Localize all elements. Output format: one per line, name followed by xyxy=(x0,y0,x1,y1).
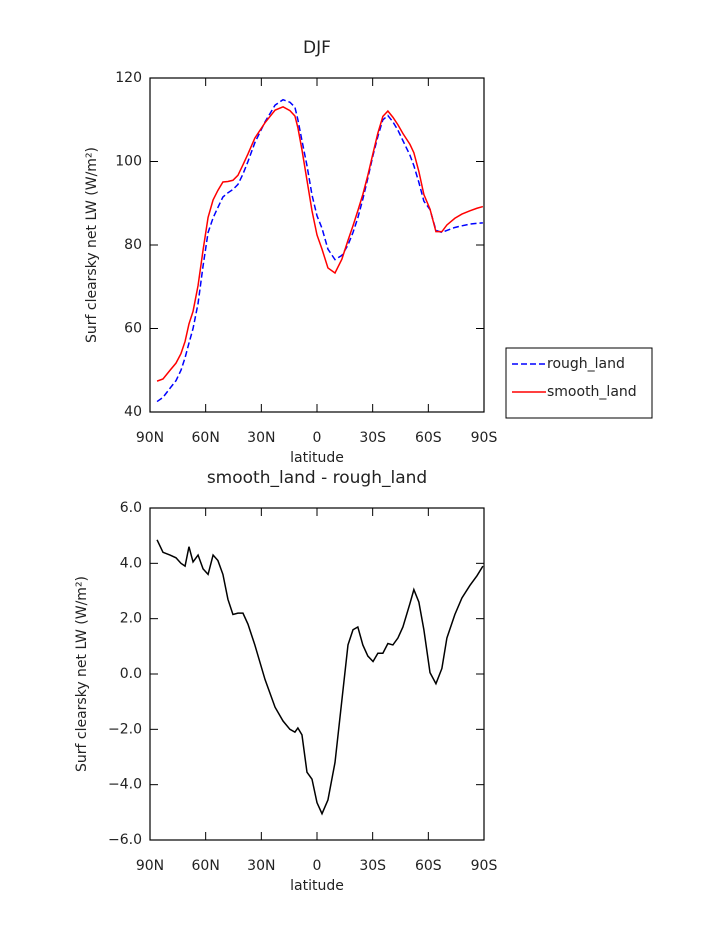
y-axis-label: Surf clearsky net LW (W/m²) xyxy=(84,147,100,343)
data-line xyxy=(156,105,484,382)
y-tick-label: 40 xyxy=(124,404,142,420)
x-tick-label: 0 xyxy=(313,430,322,446)
legend-label: smooth_land xyxy=(547,384,637,400)
chart-title: DJF xyxy=(303,38,331,58)
x-tick-label: 30N xyxy=(247,430,275,446)
plot-frame xyxy=(149,507,485,841)
y-tick-label: −4.0 xyxy=(108,777,142,793)
x-tick-label: 90S xyxy=(471,430,498,446)
x-tick-label: 30S xyxy=(359,430,386,446)
panel: DJF latitude Surf clearsky net LW (W/m²) 90… xyxy=(84,38,653,466)
x-tick-label: 90S xyxy=(471,858,498,874)
legend-label: rough_land xyxy=(547,356,625,372)
x-tick-label: 60N xyxy=(192,858,220,874)
y-tick-label: 4.0 xyxy=(120,555,142,571)
y-tick-label: 120 xyxy=(115,70,142,86)
x-tick-label: 60S xyxy=(415,430,442,446)
x-tick-label: 90N xyxy=(136,430,164,446)
x-tick-label: 30N xyxy=(247,858,275,874)
y-tick-label: 0.0 xyxy=(120,666,142,682)
y-tick-label: −2.0 xyxy=(108,721,142,737)
y-tick-label: 60 xyxy=(124,321,142,337)
data-line xyxy=(156,539,484,816)
plot-frame xyxy=(149,77,485,413)
y-tick-label: 2.0 xyxy=(120,611,142,627)
x-tick-label: 0 xyxy=(313,858,322,874)
data-line xyxy=(156,98,483,403)
y-axis-label: Surf clearsky net LW (W/m²) xyxy=(74,576,90,772)
x-tick-label: 90N xyxy=(136,858,164,874)
x-axis-label: latitude xyxy=(290,450,344,466)
x-tick-label: 30S xyxy=(359,858,386,874)
y-tick-label: 80 xyxy=(124,237,142,253)
chart-title: smooth_land - rough_land xyxy=(207,468,427,488)
legend-box xyxy=(505,347,653,419)
y-tick-label: 100 xyxy=(115,154,142,170)
x-tick-label: 60N xyxy=(192,430,220,446)
y-tick-label: 6.0 xyxy=(120,500,142,516)
x-tick-label: 60S xyxy=(415,858,442,874)
panel: smooth_land - rough_land latitude Surf cle… xyxy=(74,468,497,894)
y-tick-label: −6.0 xyxy=(108,832,142,848)
x-axis-label: latitude xyxy=(290,878,344,894)
